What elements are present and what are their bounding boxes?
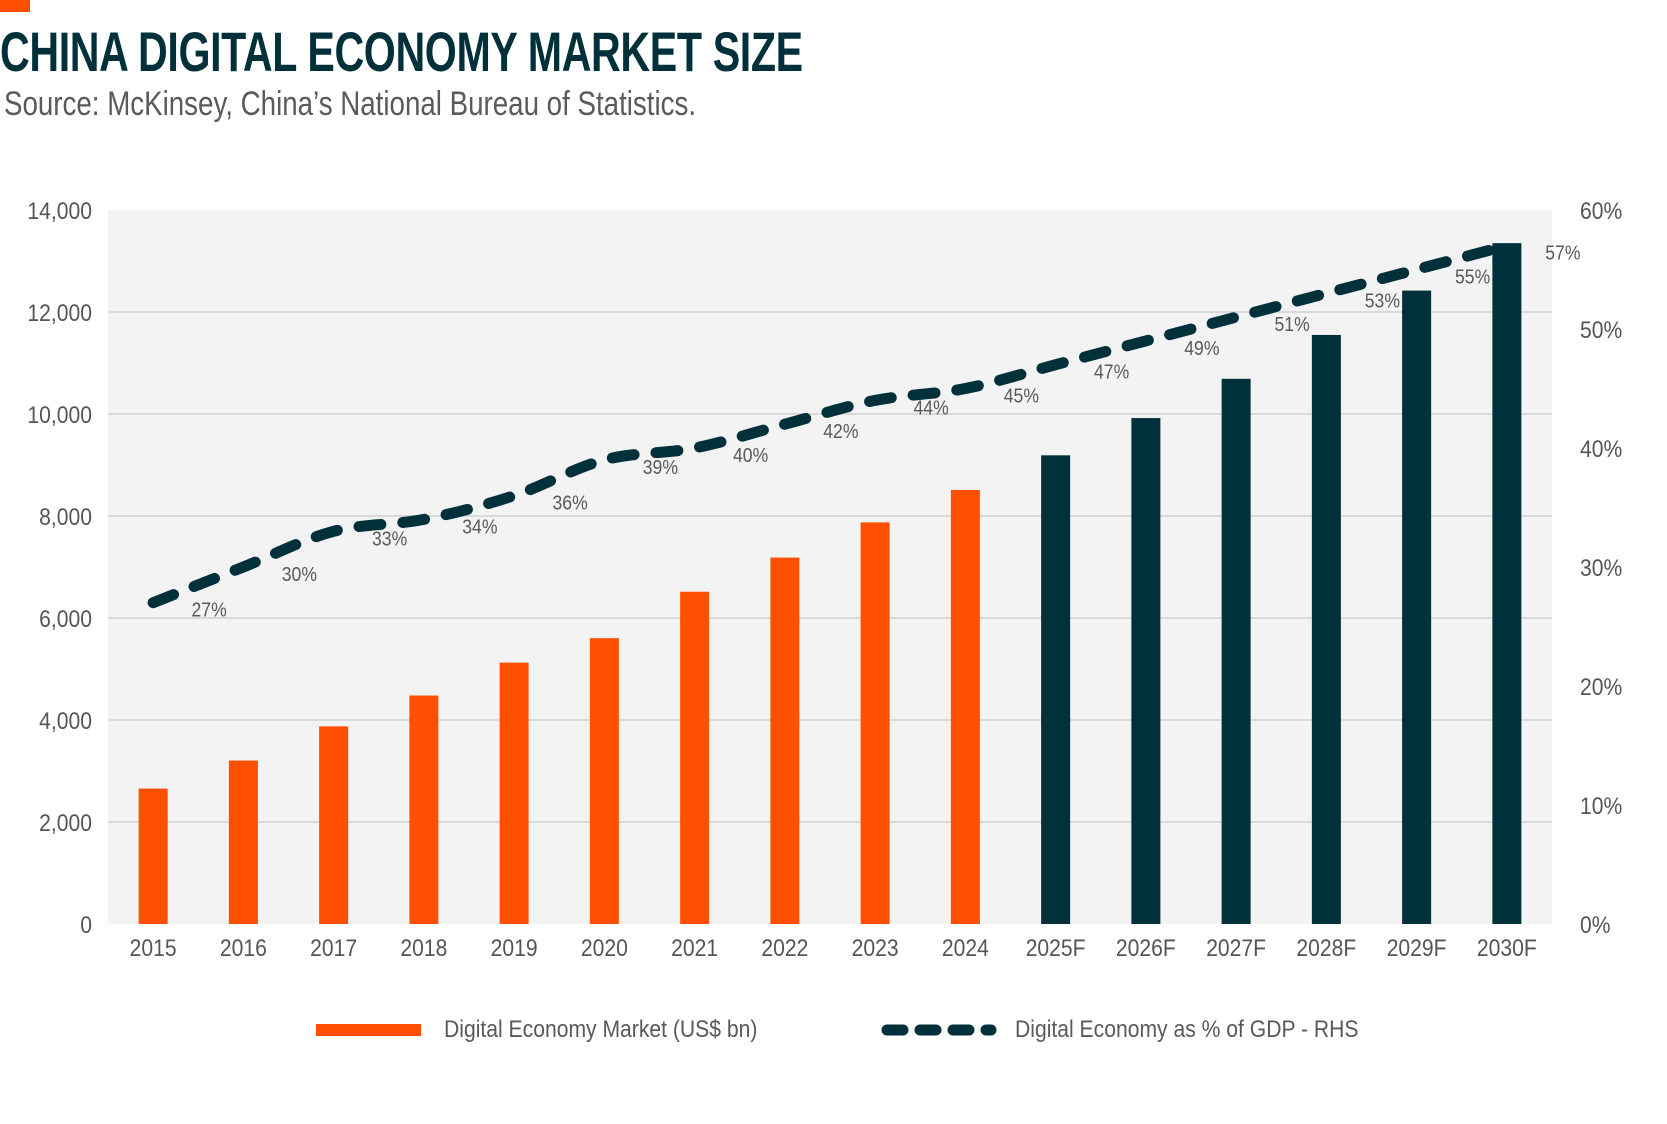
line-data-label: 42% (823, 420, 858, 442)
line-data-label: 36% (553, 492, 588, 514)
legend-bar-swatch (316, 1024, 421, 1036)
line-data-label: 34% (462, 515, 497, 537)
x-axis-label: 2015 (130, 935, 177, 962)
x-axis-label: 2030F (1477, 935, 1537, 962)
left-axis-ticks: 0 2,000 4,000 6,000 8,000 10,000 12,000 14,000 (27, 198, 92, 939)
line-data-label: 51% (1275, 313, 1310, 335)
left-axis-tick-label: 8,000 (39, 504, 92, 531)
chart-title: CHINA DIGITAL ECONOMY MARKET SIZE (0, 20, 803, 83)
forecast-bar (1311, 334, 1341, 924)
line-data-label: 33% (372, 527, 407, 549)
plot-area (108, 210, 1552, 924)
right-axis-tick-label: 60% (1580, 198, 1622, 225)
x-axis-labels: 2015 2016 2017 2018 2019 2020 2021 2022 2023 2024… (130, 935, 1537, 962)
right-axis-tick-label: 40% (1580, 436, 1622, 463)
x-axis-label: 2029F (1387, 935, 1447, 962)
line-data-label: 30% (282, 563, 317, 585)
line-data-label: 27% (192, 599, 227, 621)
right-axis-tick-label: 10% (1580, 793, 1622, 820)
x-axis-label: 2022 (761, 935, 808, 962)
x-axis-label: 2016 (220, 935, 267, 962)
actual-bar (680, 591, 710, 924)
x-axis-label: 2028F (1296, 935, 1356, 962)
line-data-label: 44% (914, 396, 949, 418)
line-data-labels: 27% 30% 33% 34% 36% 39% 40% 42% 44% 45% 47% 49% 51% 5… (192, 242, 1581, 621)
actual-bar (499, 662, 529, 924)
x-axis-label: 2027F (1206, 935, 1266, 962)
x-axis-label: 2018 (400, 935, 447, 962)
line-data-label: 39% (643, 456, 678, 478)
x-axis-label: 2023 (852, 935, 899, 962)
forecast-bar (1221, 378, 1251, 924)
line-data-label: 49% (1184, 337, 1219, 359)
legend-item-gdp-share: Digital Economy as % of GDP - RHS (881, 1012, 1405, 1048)
actual-bar (138, 788, 168, 924)
forecast-bar (1492, 243, 1522, 924)
x-axis-label: 2026F (1116, 935, 1176, 962)
line-data-label: 40% (733, 444, 768, 466)
actual-bar (228, 760, 258, 924)
right-axis-tick-label: 20% (1580, 674, 1622, 701)
left-axis-tick-label: 4,000 (39, 708, 92, 735)
line-data-label: 47% (1094, 361, 1129, 383)
legend-label-gdp-share: Digital Economy as % of GDP - RHS (1015, 1016, 1359, 1043)
actual-bar (589, 638, 619, 924)
left-axis-tick-label: 14,000 (27, 198, 92, 225)
x-axis-label: 2019 (491, 935, 538, 962)
actual-bar (770, 557, 800, 924)
left-axis-tick-label: 10,000 (27, 402, 92, 429)
legend-item-market: Digital Economy Market (US$ bn) (316, 1012, 800, 1048)
gridlines (108, 311, 1552, 823)
gdp-share-line (147, 240, 1513, 609)
legend-dash-swatch (881, 1024, 997, 1036)
left-axis-tick-label: 0 (80, 912, 92, 939)
x-axis-label: 2025F (1026, 935, 1086, 962)
line-data-label: 53% (1365, 289, 1400, 311)
x-axis-label: 2024 (942, 935, 989, 962)
left-axis-tick-label: 2,000 (39, 810, 92, 837)
x-axis-label: 2021 (671, 935, 718, 962)
right-axis-tick-label: 50% (1580, 317, 1622, 344)
right-axis-tick-label: 30% (1580, 555, 1622, 582)
forecast-bar (1041, 455, 1071, 924)
actual-bar (860, 522, 890, 924)
left-axis-tick-label: 6,000 (39, 606, 92, 633)
actual-bar (319, 726, 349, 924)
right-axis-tick-label: 0% (1580, 912, 1611, 939)
forecast-bar (1131, 418, 1161, 924)
accent-mark (0, 0, 30, 12)
actual-bar (950, 489, 980, 924)
line-data-label: 57% (1545, 242, 1580, 264)
line-data-label: 55% (1455, 265, 1490, 287)
line-data-label: 45% (1004, 384, 1039, 406)
x-axis-label: 2020 (581, 935, 628, 962)
forecast-bar (1402, 290, 1432, 925)
left-axis-tick-label: 12,000 (27, 300, 92, 327)
bars (138, 243, 1522, 925)
right-axis-ticks: 0% 10% 20% 30% 40% 50% 60% (1580, 198, 1622, 939)
legend-label-market: Digital Economy Market (US$ bn) (444, 1016, 758, 1043)
chart-subtitle: Source: McKinsey, China’s National Burea… (4, 85, 697, 123)
x-axis-label: 2017 (310, 935, 357, 962)
actual-bar (409, 695, 439, 924)
